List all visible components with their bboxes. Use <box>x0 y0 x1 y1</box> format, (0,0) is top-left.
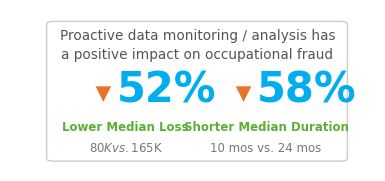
FancyBboxPatch shape <box>47 21 347 161</box>
Text: Shorter Median Duration: Shorter Median Duration <box>184 121 348 134</box>
Text: Lower Median Loss: Lower Median Loss <box>62 121 189 134</box>
Text: 10 mos vs. 24 mos: 10 mos vs. 24 mos <box>210 142 321 155</box>
Text: $80K vs. $165K: $80K vs. $165K <box>89 142 163 155</box>
Text: 52%: 52% <box>117 70 216 112</box>
Text: Proactive data monitoring / analysis has
a positive impact on occupational fraud: Proactive data monitoring / analysis has… <box>60 29 335 62</box>
Text: 58%: 58% <box>257 70 357 112</box>
